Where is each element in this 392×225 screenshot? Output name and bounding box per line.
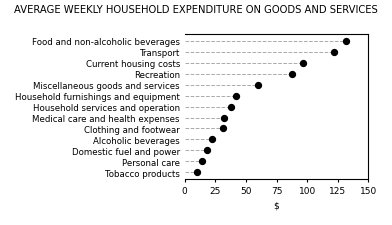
Point [209,138,215,142]
Point [199,160,205,163]
Text: AVERAGE WEEKLY HOUSEHOLD EXPENDITURE ON GOODS AND SERVICES: AVERAGE WEEKLY HOUSEHOLD EXPENDITURE ON … [14,4,378,14]
Point [300,62,307,65]
Point [289,73,296,76]
Point [203,149,210,153]
Point [221,116,227,120]
Point [220,127,226,131]
Point [194,171,200,174]
Point [331,51,337,54]
Point [228,105,234,109]
X-axis label: $: $ [274,201,279,210]
Point [343,40,350,43]
Point [255,83,261,87]
Point [233,94,239,98]
